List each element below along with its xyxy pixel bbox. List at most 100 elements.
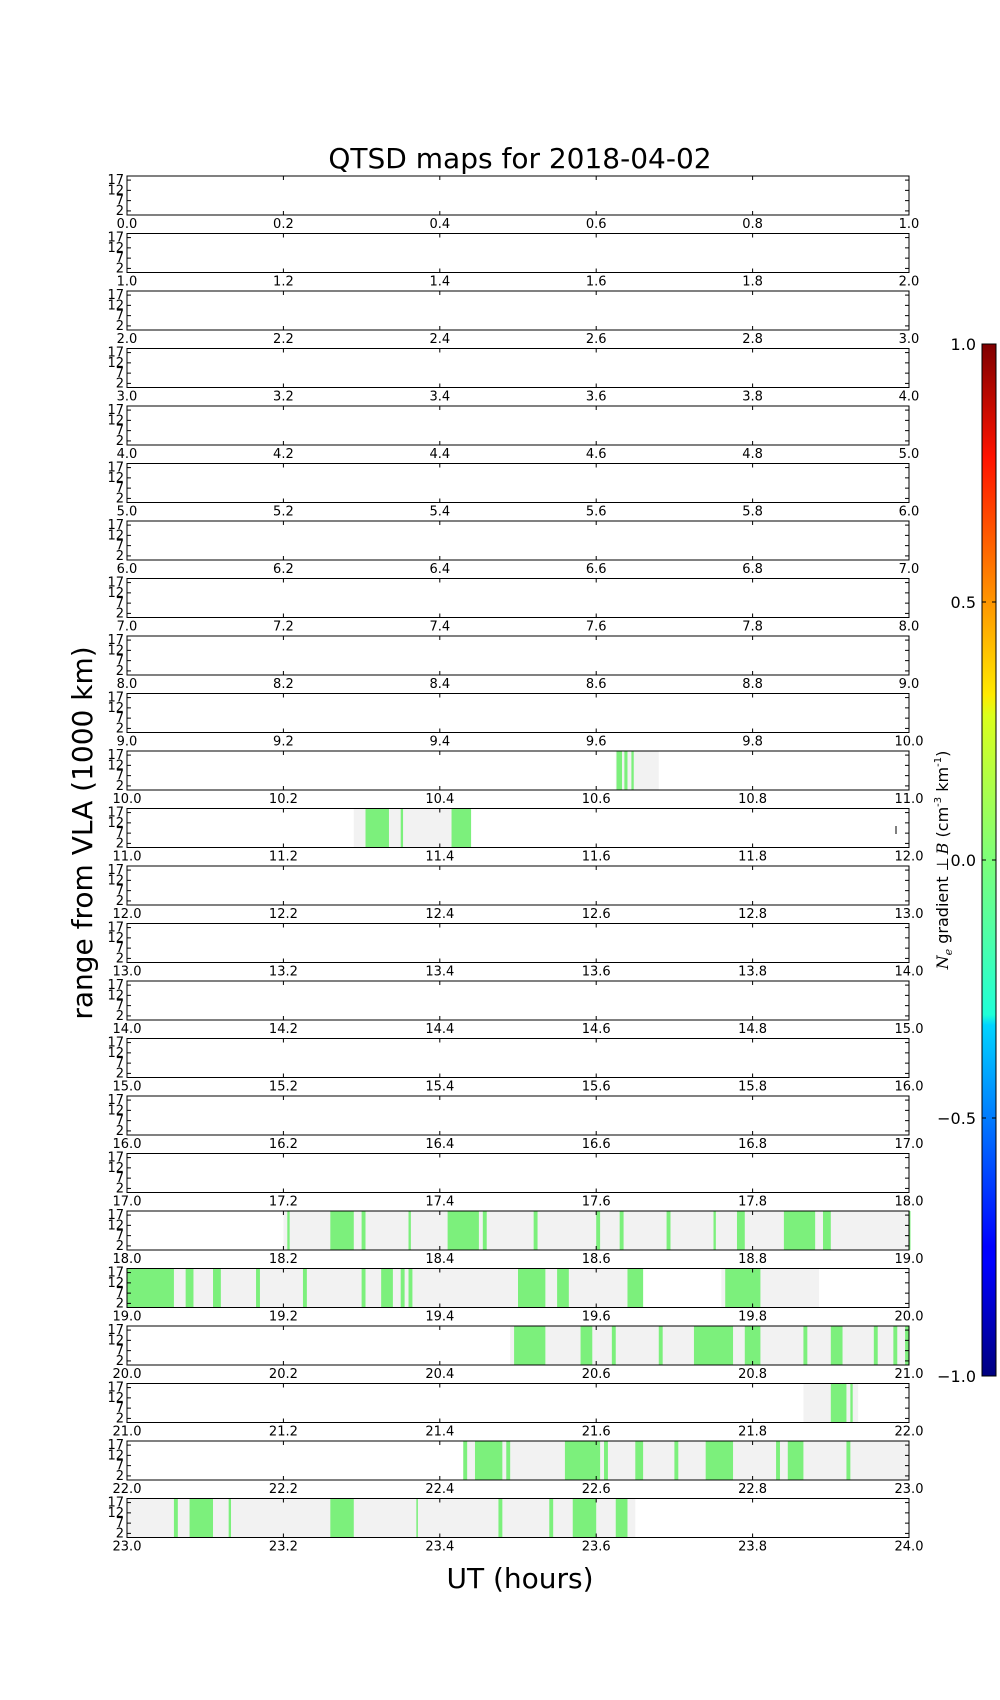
- coverage-band: [463, 1441, 909, 1480]
- signal-band: [482, 1211, 487, 1250]
- y-tick-label: 17: [107, 346, 124, 361]
- y-tick-label: 17: [107, 921, 124, 936]
- x-tick-label: 8.8: [742, 677, 763, 692]
- y-tick-label: 7: [116, 596, 124, 611]
- x-tick-label: 15.0: [113, 1080, 142, 1095]
- y-tick-label: 17: [107, 978, 124, 993]
- x-tick-label: 14.8: [738, 1022, 767, 1037]
- y-tick-label: 2: [116, 779, 124, 794]
- signal-band: [635, 1441, 644, 1480]
- y-tick-label: 2: [116, 319, 124, 334]
- x-tick-label: 4.6: [586, 447, 607, 462]
- panel-frame: [126, 520, 910, 561]
- x-tick-label: 14.0: [895, 965, 924, 980]
- signal-band: [189, 1498, 214, 1538]
- signal-band: [713, 1211, 716, 1250]
- x-tick-label: 20.4: [425, 1367, 454, 1382]
- x-tick-label: 5.4: [429, 505, 450, 520]
- x-tick-label: 19.0: [113, 1310, 142, 1325]
- signal-band: [615, 1498, 628, 1538]
- x-tick-label: 17.6: [582, 1195, 611, 1210]
- signal-band: [463, 1441, 468, 1480]
- y-tick-label: 17: [107, 633, 124, 648]
- x-tick-label: 0.8: [742, 217, 763, 232]
- y-tick-label: 7: [116, 654, 124, 669]
- x-tick-label: 10.0: [113, 792, 142, 807]
- y-tick-label: 17: [107, 518, 124, 533]
- x-tick-label: 13.0: [895, 907, 924, 922]
- x-tick-label: 8.0: [117, 677, 138, 692]
- y-tick-label: 2: [116, 376, 124, 391]
- y-tick-label: 2: [116, 836, 124, 851]
- y-tick-label: 2: [116, 1009, 124, 1024]
- x-tick-label: 1.0: [117, 275, 138, 290]
- y-tick-label: 7: [116, 1171, 124, 1186]
- y-tick-label: 7: [116, 1344, 124, 1359]
- y-tick-label: 7: [116, 1114, 124, 1129]
- y-tick-label: 17: [107, 1266, 124, 1281]
- y-tick-label: 7: [116, 1056, 124, 1071]
- x-tick-label: 22.4: [425, 1482, 454, 1497]
- x-tick-label: 14.4: [425, 1022, 454, 1037]
- x-tick-label: 22.0: [895, 1425, 924, 1440]
- y-tick-label: 17: [107, 691, 124, 706]
- y-tick-label: 17: [107, 1496, 124, 1511]
- signal-band: [228, 1498, 232, 1538]
- x-tick-label: 20.0: [113, 1367, 142, 1382]
- x-tick-label: 23.8: [738, 1540, 767, 1555]
- x-tick-label: 8.4: [429, 677, 450, 692]
- x-tick-label: 16.0: [113, 1137, 142, 1152]
- x-tick-label: 2.6: [586, 332, 607, 347]
- colorbar-tick-label: 1.0: [951, 335, 976, 354]
- x-tick-label: 14.0: [113, 1022, 142, 1037]
- x-tick-label: 22.2: [269, 1482, 298, 1497]
- x-tick-label: 10.4: [425, 792, 454, 807]
- y-tick-label: 17: [107, 1208, 124, 1223]
- panel-frame: [126, 463, 910, 503]
- x-tick-label: 6.6: [586, 562, 607, 577]
- panel-frame: [126, 1268, 910, 1308]
- y-tick-label: 12: [107, 586, 124, 601]
- signal-band: [173, 1498, 178, 1538]
- x-tick-label: 21.8: [738, 1425, 767, 1440]
- x-tick-label: 22.6: [582, 1482, 611, 1497]
- x-tick-label: 0.4: [429, 217, 450, 232]
- y-tick-label: 7: [116, 1286, 124, 1301]
- x-tick-label: 6.2: [273, 562, 294, 577]
- y-tick-label: 2: [116, 1181, 124, 1196]
- y-tick-label: 2: [116, 664, 124, 679]
- y-tick-label: 17: [107, 806, 124, 821]
- x-tick-label: 4.4: [429, 447, 450, 462]
- signal-band: [736, 1211, 745, 1250]
- x-tick-label: 15.8: [738, 1080, 767, 1095]
- x-tick-label: 9.0: [117, 735, 138, 750]
- signal-band: [725, 1268, 761, 1308]
- y-tick-label: 12: [107, 1391, 124, 1406]
- y-tick-label: 7: [116, 481, 124, 496]
- x-tick-label: 20.2: [269, 1367, 298, 1382]
- y-tick-label: 2: [116, 261, 124, 276]
- panel-frame: [126, 233, 910, 273]
- x-tick-label: 15.0: [895, 1022, 924, 1037]
- y-tick-label: 12: [107, 873, 124, 888]
- y-tick-label: 12: [107, 471, 124, 486]
- x-tick-label: 15.6: [582, 1080, 611, 1095]
- x-tick-label: 1.2: [273, 275, 294, 290]
- panel-frame: [126, 923, 910, 963]
- signal-band: [873, 1326, 878, 1365]
- x-tick-label: 1.0: [899, 217, 920, 232]
- y-tick-label: 12: [107, 643, 124, 658]
- colorbar-label-close: ): [933, 751, 952, 757]
- signal-band: [361, 1268, 366, 1308]
- signal-band: [783, 1211, 816, 1250]
- x-tick-label: 9.4: [429, 735, 450, 750]
- x-tick-label: 12.4: [425, 907, 454, 922]
- x-tick-label: 17.2: [269, 1195, 298, 1210]
- x-tick-label: 12.8: [738, 907, 767, 922]
